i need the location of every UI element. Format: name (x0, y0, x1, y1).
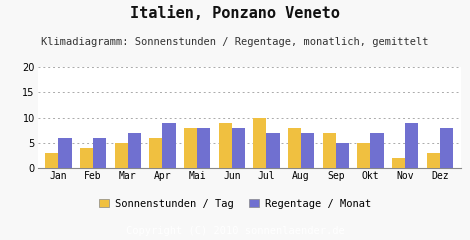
Bar (128, 133, 141, 168)
Bar (288, 128, 301, 168)
Bar (357, 143, 370, 168)
Text: Italien, Ponzano Veneto: Italien, Ponzano Veneto (130, 6, 340, 21)
Bar (232, 128, 245, 168)
Bar (45, 153, 58, 168)
Bar (149, 138, 163, 168)
Bar (115, 143, 128, 168)
Bar (440, 128, 453, 168)
Bar (370, 133, 384, 168)
Bar (253, 118, 266, 168)
Bar (58, 138, 71, 168)
Bar (80, 148, 93, 168)
Bar (163, 123, 176, 168)
Bar (219, 123, 232, 168)
Legend: Sonnenstunden / Tag, Regentage / Monat: Sonnenstunden / Tag, Regentage / Monat (96, 196, 374, 212)
Bar (266, 133, 280, 168)
Text: Klimadiagramm: Sonnenstunden / Regentage, monatlich, gemittelt: Klimadiagramm: Sonnenstunden / Regentage… (41, 37, 429, 47)
Bar (301, 133, 314, 168)
Bar (405, 123, 418, 168)
Bar (427, 153, 440, 168)
Bar (336, 143, 349, 168)
Text: Copyright (C) 2010 sonnenlaender.de: Copyright (C) 2010 sonnenlaender.de (125, 226, 345, 236)
Bar (392, 158, 405, 168)
Bar (322, 133, 336, 168)
Bar (184, 128, 197, 168)
Bar (197, 128, 210, 168)
Bar (93, 138, 106, 168)
